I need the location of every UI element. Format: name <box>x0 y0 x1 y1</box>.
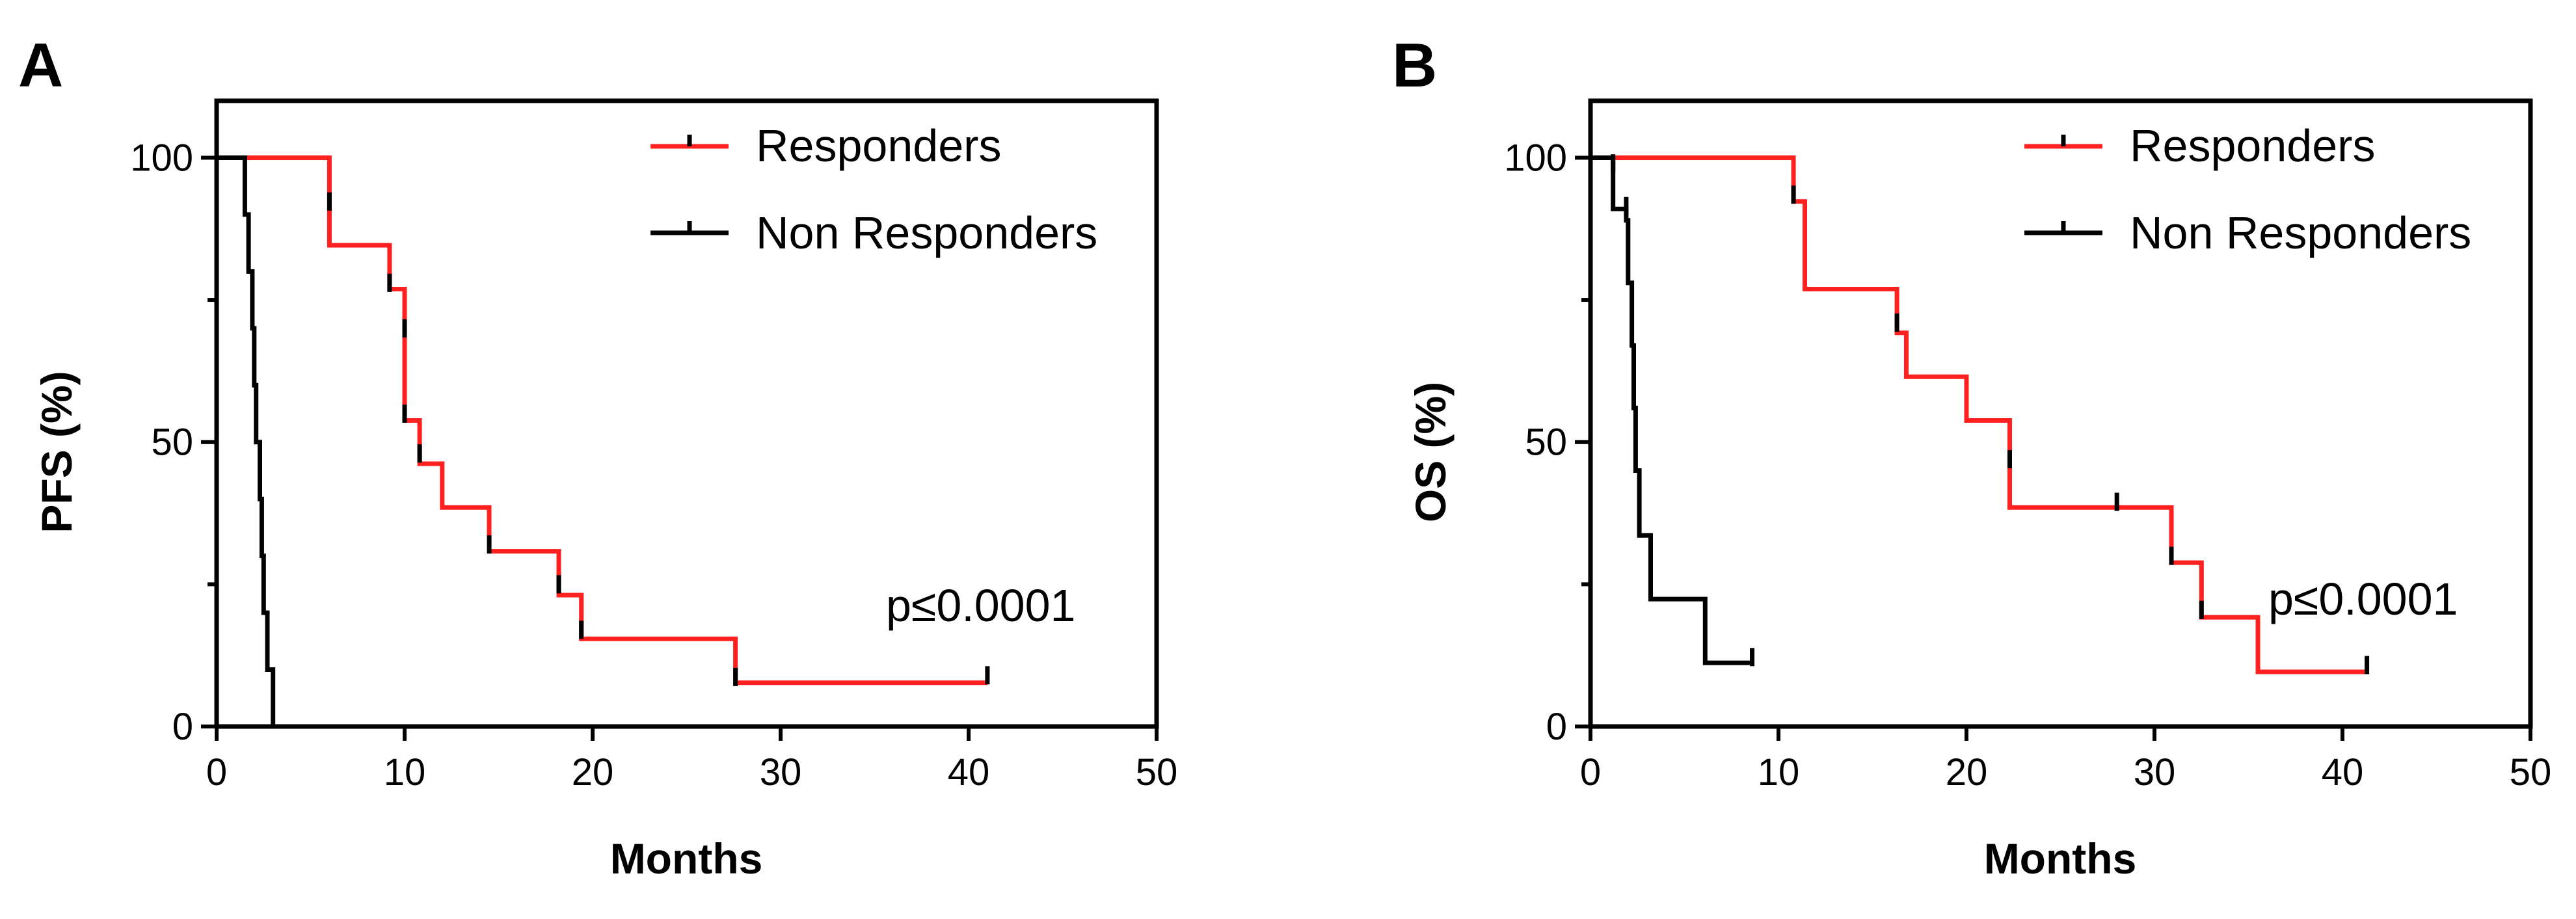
x-tick-label: 10 <box>384 751 426 793</box>
p-value-annotation: p≤0.0001 <box>2268 574 2458 624</box>
x-tick-label: 0 <box>1580 751 1601 793</box>
pfs-chart: A PFS (%) Months Responders Non Responde… <box>18 31 1178 883</box>
p-value-annotation: p≤0.0001 <box>886 580 1075 631</box>
panel-b: B OS (%) Months Responders Non Responder… <box>1374 0 2576 919</box>
x-tick-label: 10 <box>1758 751 1800 793</box>
x-tick-label: 40 <box>2322 751 2364 793</box>
y-axis-title: PFS (%) <box>33 371 81 533</box>
x-tick-label: 40 <box>948 751 990 793</box>
legend-label-responders: Responders <box>756 120 1001 171</box>
y-tick-label: 0 <box>172 706 193 748</box>
x-tick-label: 30 <box>2134 751 2176 793</box>
legend-label-non-responders: Non Responders <box>2130 207 2471 258</box>
x-tick-label: 50 <box>2510 751 2552 793</box>
y-axis-title: OS (%) <box>1406 382 1455 522</box>
legend-label-responders: Responders <box>2130 120 2375 171</box>
x-axis-title: Months <box>610 834 763 883</box>
x-tick-label: 20 <box>1946 751 1988 793</box>
plot-frame <box>1588 98 2533 729</box>
y-tick-label: 100 <box>1504 137 1567 179</box>
series-line-non-responders <box>217 155 276 726</box>
plot-frame <box>214 98 1159 729</box>
x-tick-label: 50 <box>1136 751 1178 793</box>
os-chart: B OS (%) Months Responders Non Responder… <box>1392 31 2552 883</box>
series-line-non-responders <box>1590 155 1752 665</box>
panel-a: A PFS (%) Months Responders Non Responde… <box>0 0 1202 919</box>
y-tick-label: 50 <box>151 421 193 464</box>
x-tick-label: 30 <box>760 751 802 793</box>
panel-letter: A <box>18 31 63 100</box>
legend-label-non-responders: Non Responders <box>756 207 1097 258</box>
x-axis-title: Months <box>1984 834 2137 883</box>
y-tick-label: 50 <box>1525 421 1567 464</box>
x-tick-label: 0 <box>206 751 227 793</box>
y-tick-label: 100 <box>130 137 193 179</box>
y-tick-label: 0 <box>1546 706 1567 748</box>
panel-letter: B <box>1392 31 1437 100</box>
x-tick-label: 20 <box>572 751 614 793</box>
